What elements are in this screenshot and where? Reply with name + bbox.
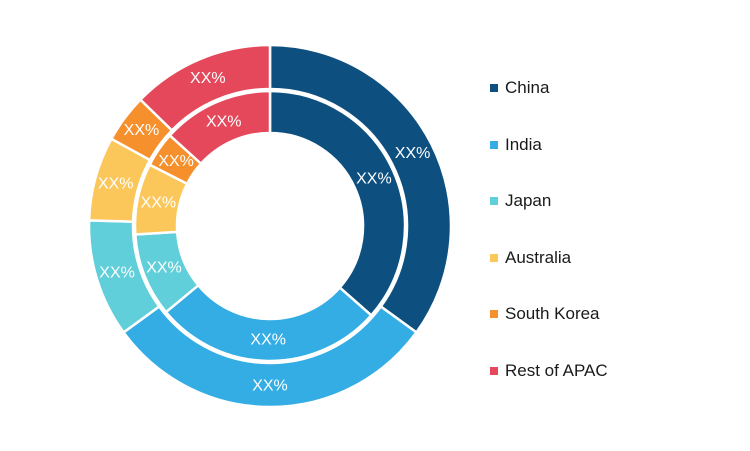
inner-slice-rest-of-apac xyxy=(168,89,272,165)
legend-label: Australia xyxy=(505,247,572,267)
legend-swatch xyxy=(490,253,498,262)
inner-label-rest-of-apac: XX% xyxy=(206,113,242,130)
legend-swatch xyxy=(490,366,498,375)
legend-label: India xyxy=(505,134,542,154)
inner-label-south-korea: XX% xyxy=(158,153,194,170)
legend-swatch xyxy=(490,84,498,92)
legend-label: Japan xyxy=(505,191,552,211)
inner-slice-india xyxy=(164,284,373,363)
chart-legend: China India Japan Australia South Korea Rest … xyxy=(490,74,608,414)
inner-label-india: XX% xyxy=(250,331,286,348)
outer-label-india: XX% xyxy=(252,378,288,395)
inner-label-australia: XX% xyxy=(141,194,177,211)
outer-label-china: XX% xyxy=(395,145,431,162)
legend-item-south-korea: South Korea xyxy=(490,300,608,328)
outer-label-rest-of-apac: XX% xyxy=(190,70,226,87)
legend-item-china: China xyxy=(490,74,608,102)
legend-label: China xyxy=(505,78,550,97)
outer-slice-china xyxy=(268,43,453,334)
inner-slice-china xyxy=(268,89,407,317)
legend-swatch xyxy=(490,140,498,149)
legend-swatch xyxy=(490,197,498,206)
legend-item-rest-of-apac: Rest of APAC xyxy=(490,357,608,385)
legend-item-japan: Japan xyxy=(490,187,608,215)
outer-label-australia: XX% xyxy=(98,175,134,192)
legend-item-india: India xyxy=(490,131,608,159)
outer-label-japan: XX% xyxy=(99,265,135,282)
inner-label-japan: XX% xyxy=(146,259,182,276)
legend-item-australia: Australia xyxy=(490,244,608,272)
outer-slice-rest-of-apac xyxy=(139,43,272,132)
outer-label-south-korea: XX% xyxy=(124,122,160,139)
legend-label: Rest of APAC xyxy=(505,360,608,380)
inner-label-china: XX% xyxy=(356,171,392,188)
legend-swatch xyxy=(490,310,498,319)
legend-label: South Korea xyxy=(505,304,600,324)
